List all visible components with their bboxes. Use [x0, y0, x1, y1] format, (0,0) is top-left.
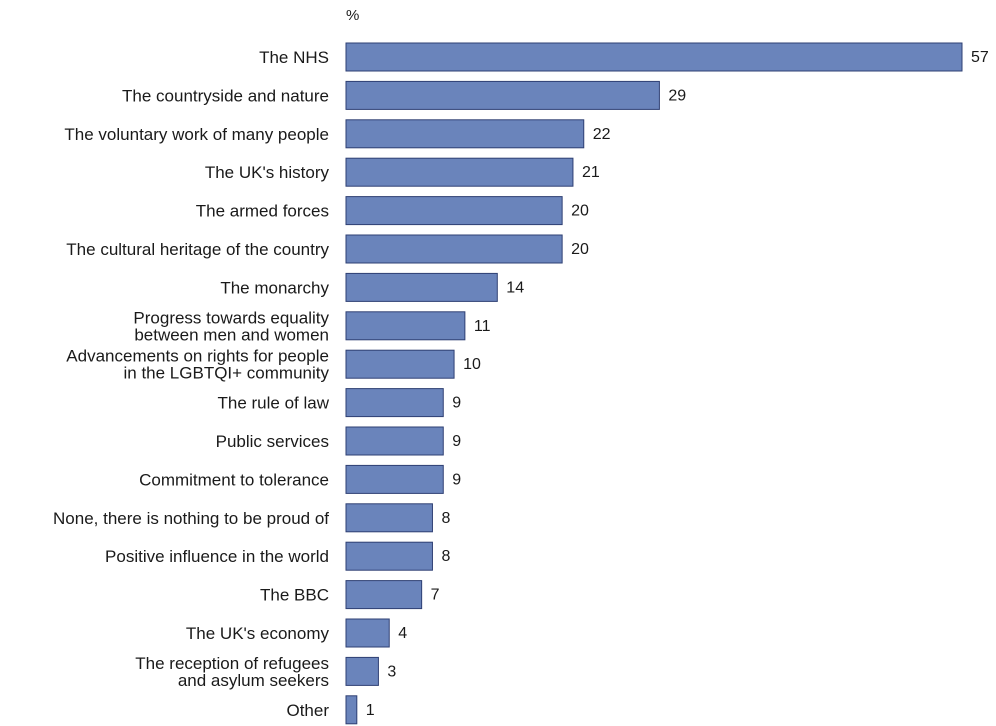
category-label: between men and women — [134, 325, 329, 344]
category-label: The armed forces — [196, 202, 329, 221]
bar — [345, 119, 585, 149]
bar — [345, 618, 390, 648]
value-label: 21 — [582, 164, 600, 181]
value-label: 4 — [398, 625, 407, 642]
category-label: The UK's history — [205, 163, 330, 182]
value-label: 20 — [571, 241, 589, 258]
value-label: 22 — [593, 126, 611, 143]
value-label: 9 — [452, 433, 461, 450]
value-label: 57 — [971, 49, 989, 66]
bar — [345, 695, 358, 725]
category-label: Advancements on rights for people — [66, 347, 329, 366]
bar — [345, 541, 433, 571]
category-label: The NHS — [259, 48, 329, 67]
category-label: None, there is nothing to be proud of — [53, 509, 329, 528]
value-label: 20 — [571, 203, 589, 220]
category-label: The BBC — [260, 586, 329, 605]
value-label: 14 — [506, 279, 524, 296]
bar — [345, 80, 660, 110]
value-label: 11 — [474, 318, 491, 335]
bar — [345, 311, 466, 341]
category-label: in the LGBTQI+ community — [124, 364, 330, 383]
category-label: The UK's economy — [186, 624, 330, 643]
bar — [345, 503, 433, 533]
value-label: 10 — [463, 356, 481, 373]
bar — [345, 388, 444, 418]
unit-label: % — [346, 7, 359, 24]
value-label: 7 — [431, 587, 440, 604]
bar — [345, 157, 574, 187]
value-label: 8 — [441, 510, 450, 527]
value-label: 29 — [668, 87, 686, 104]
category-label: The rule of law — [218, 394, 330, 413]
category-label: Progress towards equality — [133, 308, 329, 327]
bar — [345, 464, 444, 494]
value-label: 3 — [387, 663, 396, 680]
bar — [345, 656, 379, 686]
category-label: The voluntary work of many people — [64, 125, 329, 144]
category-label: The monarchy — [220, 278, 329, 297]
category-label: The reception of refugees — [135, 654, 329, 673]
category-label: Positive influence in the world — [105, 547, 329, 566]
category-label: Public services — [216, 432, 329, 451]
category-label: Other — [286, 701, 329, 720]
category-label: The cultural heritage of the country — [66, 240, 329, 259]
bar — [345, 580, 423, 610]
value-label: 1 — [366, 702, 375, 719]
value-label: 9 — [452, 395, 461, 412]
bar — [345, 42, 963, 72]
bars-group: 57 The NHS 29 The countryside and nature 22 T… — [53, 42, 989, 725]
bar — [345, 349, 455, 379]
category-label: The countryside and nature — [122, 86, 329, 105]
value-label: 8 — [441, 548, 450, 565]
bar — [345, 196, 563, 226]
category-label: and asylum seekers — [178, 671, 329, 690]
category-label: Commitment to tolerance — [139, 470, 329, 489]
bar — [345, 234, 563, 264]
value-label: 9 — [452, 471, 461, 488]
bar — [345, 426, 444, 456]
bar — [345, 272, 498, 302]
